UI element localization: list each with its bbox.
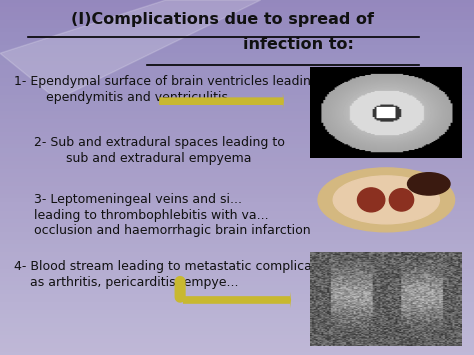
Ellipse shape xyxy=(333,176,439,224)
Ellipse shape xyxy=(389,189,414,211)
Text: (I)Complications due to spread of: (I)Complications due to spread of xyxy=(71,12,374,27)
Text: 3- Leptomeningeal veins and si...: 3- Leptomeningeal veins and si... xyxy=(14,193,242,207)
Ellipse shape xyxy=(318,168,455,232)
Text: 1- Ependymal surface of brain ventricles leading to: 1- Ependymal surface of brain ventricles… xyxy=(14,75,336,88)
Text: leading to thrombophlebitis with va...: leading to thrombophlebitis with va... xyxy=(14,209,269,222)
Text: infection to:: infection to: xyxy=(243,37,354,52)
Ellipse shape xyxy=(357,188,385,212)
Text: 2- Sub and extradural spaces leading to: 2- Sub and extradural spaces leading to xyxy=(14,136,285,149)
Text: sub and extradural empyema: sub and extradural empyema xyxy=(14,152,252,165)
Polygon shape xyxy=(0,0,261,99)
Text: 4- Blood stream leading to metastatic complications: 4- Blood stream leading to metastatic co… xyxy=(14,260,343,273)
Text: ependymitis and ventriculitis: ependymitis and ventriculitis xyxy=(14,91,228,104)
Text: occlusion and haemorrhagic brain infarction: occlusion and haemorrhagic brain infarct… xyxy=(14,224,311,237)
Text: as arthritis, pericarditis, empye...: as arthritis, pericarditis, empye... xyxy=(14,276,239,289)
Ellipse shape xyxy=(408,173,450,195)
